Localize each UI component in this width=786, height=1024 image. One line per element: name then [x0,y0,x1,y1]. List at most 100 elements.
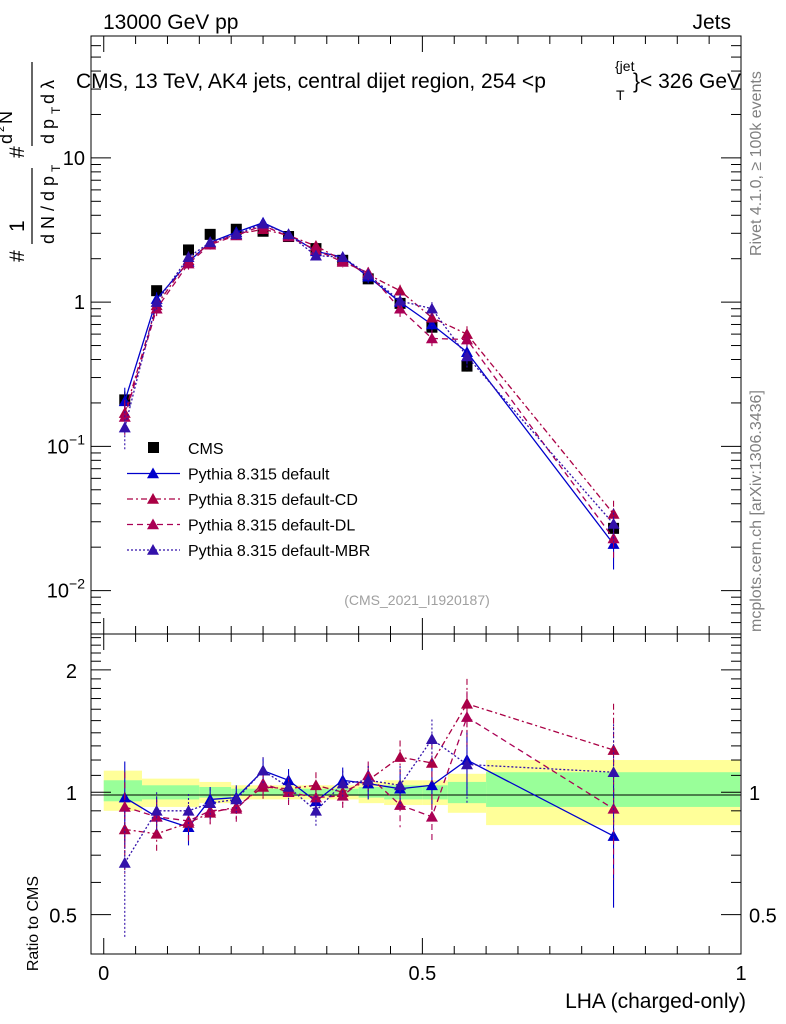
legend-marker [147,467,159,479]
ratio-point [425,810,438,822]
ratio-y-tick-label-right: 0.5 [749,906,777,928]
ratio-point [118,823,131,835]
mc-point [394,284,407,296]
energy-label: 13000 GeV pp [103,11,238,34]
mc-point [425,318,438,330]
ratio-point [425,779,438,791]
ratio-series [118,678,620,938]
ratio-band-inner [294,788,327,796]
legend: CMS Pythia 8.315 default Pythia 8.315 defa… [127,441,370,560]
mc-point [182,257,195,269]
mc-point [425,311,438,323]
x-tick-label: 0 [98,963,109,985]
main-y-axis-label: # 1 d N / d p T # d 2 N d p T d λ [0,62,63,262]
ratio-point [150,810,163,822]
mc-point [362,268,375,280]
ratio-y-tick-label: 0.5 [49,906,77,928]
svg-text:1: 1 [6,220,29,232]
main-series [118,216,620,570]
legend-marker [147,544,159,555]
ratio-line-cd [124,703,614,835]
data-point [204,228,216,240]
ratio-band-inner [103,780,142,802]
mc-point [460,350,473,362]
plot-title-text: CMS, 13 TeV, AK4 jets, central dijet reg… [76,70,546,93]
ratio-point [460,711,473,722]
legend-marker [147,518,159,530]
ratio-point [150,804,163,816]
ratio-point [607,830,620,841]
svg-text:N: N [0,111,16,124]
legend-item-mbr: Pythia 8.315 default-MBR [127,543,370,560]
legend-item-cd: Pythia 8.315 default-CD [127,492,358,509]
svg-text:d λ: d λ [38,80,58,104]
ratio-point [257,764,270,776]
legend-marker [147,493,159,504]
rivet-label: Rivet 4.1.0, ≥ 100k events [748,71,765,256]
ratio-point [118,856,131,868]
ratio-point [460,758,473,770]
mc-point [394,294,407,306]
mc-point [204,236,217,248]
svg-text:#: # [6,146,29,158]
legend-marker [148,442,159,453]
svg-text:2: 2 [0,126,7,132]
mc-point [230,228,243,240]
ratio-point [118,800,131,812]
ratio-point [362,774,375,786]
svg-text:d N / d p: d N / d p [38,176,58,244]
svg-text:T: T [49,164,63,172]
mc-point [182,251,195,262]
main-axes: 10−2 10−1 1 10 [47,35,742,635]
mc-point [460,333,473,345]
mc-point [257,217,270,229]
mc-point [309,249,322,261]
ratio-point [425,756,438,768]
ratio-point [309,804,322,816]
ratio-line-mbr [124,738,614,864]
plot-title-sup: {jet [615,58,635,74]
legend-item-data: CMS [148,441,224,458]
ratio-band-inner [358,786,385,798]
ratio-axes: 0.5 1 2 0.5 1 0 0.5 1 [49,634,777,985]
legend-item-default: Pythia 8.315 default [127,467,330,484]
ratio-band-inner [141,785,200,800]
x-tick-label: 0.5 [408,963,436,985]
plot-title-sub: T [616,87,625,103]
mc-point [118,421,131,433]
plot-title-end: }< 326 GeV [633,70,741,93]
svg-text:T: T [49,106,63,114]
ratio-line-dl [124,716,614,822]
mc-point [607,517,620,529]
category-label: Jets [692,11,731,34]
mc-point [425,302,438,314]
data-point [183,244,194,256]
series-line-mbr [124,222,615,525]
x-tick-label: 1 [735,963,746,985]
ratio-point [182,814,195,826]
ratio-uncertainty-bands [103,760,740,826]
ratio-point [336,777,349,789]
ratio-point [394,799,407,810]
mcplots-label: mcplots.cern.ch [arXiv:1306.3436] [748,390,765,632]
mc-point [336,251,349,262]
ratio-point [394,779,407,791]
ratio-point [182,804,195,816]
mc-point [394,302,407,314]
legend-label: CMS [188,441,224,458]
ratio-point [230,793,243,805]
ratio-y-tick-label: 2 [66,661,77,683]
legend-item-dl: Pythia 8.315 default-DL [127,518,355,535]
ratio-y-tick-label: 1 [66,783,77,805]
ratio-point [607,766,620,778]
legend-label: Pythia 8.315 default-CD [188,492,358,509]
svg-text:#: # [6,250,29,262]
y-tick-label: 10 [63,148,85,170]
series-mbr [118,217,620,545]
ratio-point [425,733,438,745]
ratio-band-inner [199,786,232,798]
svg-text:d: d [0,134,16,144]
y-tick-label: 10−2 [47,576,85,603]
legend-label: Pythia 8.315 default-DL [188,518,355,535]
